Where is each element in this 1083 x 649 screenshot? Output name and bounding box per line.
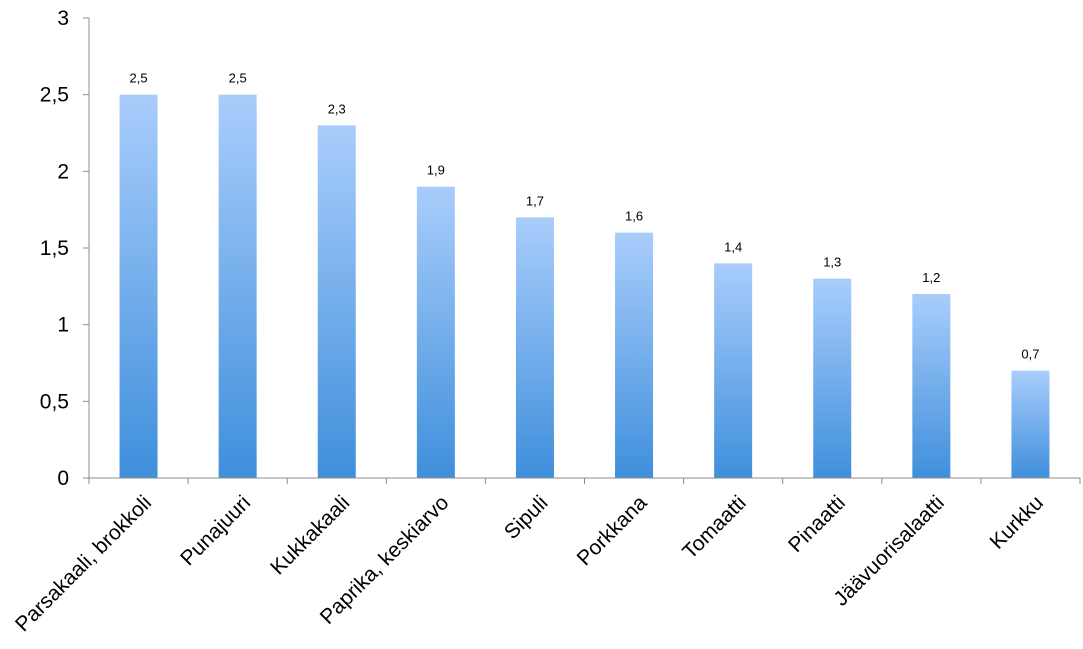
data-label: 1,6 (625, 209, 643, 224)
x-category-label: Sipuli (500, 491, 553, 544)
bar (1011, 370, 1050, 478)
y-tick-label: 3 (57, 7, 69, 30)
bar (317, 125, 356, 478)
bar (416, 186, 455, 478)
data-label: 2,5 (229, 71, 247, 86)
bar (515, 217, 554, 479)
bar (615, 232, 654, 478)
y-tick-label: 2,5 (40, 84, 69, 107)
y-tick-label: 1,5 (40, 237, 69, 260)
data-label: 0,7 (1021, 347, 1039, 362)
data-label: 1,4 (724, 239, 742, 254)
y-tick-label: 0,5 (40, 390, 69, 413)
bar (714, 263, 753, 478)
bar (119, 94, 158, 479)
x-category-label: Tomaatti (678, 491, 750, 563)
x-category-label: Parsakaali, brokkoli (11, 491, 156, 636)
data-label: 2,5 (130, 71, 148, 86)
x-category-label: Kukkakaali (266, 491, 354, 579)
x-category-label: Kurkku (986, 491, 1048, 553)
x-category-label: Punajuuri (176, 491, 255, 570)
bar (218, 94, 257, 479)
y-tick-label: 2 (57, 160, 69, 183)
x-category-label: Pinaatti (784, 491, 850, 557)
x-axis: Parsakaali, brokkoli Punajuuri Kukkakaali P… (11, 477, 1081, 636)
y-axis: 0 0,5 1 1,5 2 2,5 3 (40, 7, 90, 490)
bar (912, 294, 951, 478)
data-label: 1,9 (427, 163, 445, 178)
bars: 2,5 2,5 2,3 1,9 1,7 1,6 1,4 1,3 1,2 0,7 (119, 71, 1050, 479)
data-label: 1,7 (526, 193, 544, 208)
y-tick-label: 0 (57, 467, 69, 490)
bar (813, 278, 852, 478)
data-label: 1,3 (823, 255, 841, 270)
data-label: 2,3 (328, 101, 346, 116)
y-tick-label: 1 (57, 314, 69, 337)
data-label: 1,2 (922, 270, 940, 285)
x-category-label: Porkkana (573, 491, 652, 570)
